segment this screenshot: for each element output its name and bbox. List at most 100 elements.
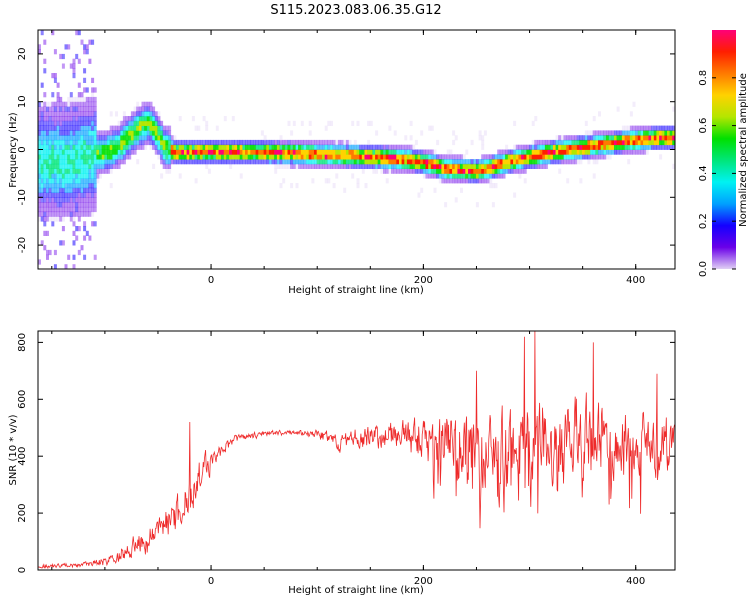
heatmap-cell bbox=[292, 149, 296, 155]
heatmap-cell bbox=[377, 149, 381, 155]
heatmap-cell bbox=[53, 211, 57, 217]
heatmap-cell bbox=[46, 130, 49, 136]
heatmap-cell bbox=[101, 159, 105, 165]
heatmap-cell bbox=[279, 135, 283, 141]
heatmap-cell bbox=[141, 111, 145, 117]
heatmap-cell bbox=[436, 163, 440, 169]
heatmap-cell bbox=[128, 116, 132, 122]
heatmap-cell bbox=[645, 149, 649, 155]
heatmap-cell bbox=[67, 44, 71, 50]
heatmap-cell bbox=[428, 173, 432, 179]
heatmap-cell bbox=[507, 154, 511, 160]
heatmap-cell bbox=[72, 183, 76, 189]
heatmap-cell bbox=[284, 159, 288, 165]
heatmap-cell bbox=[430, 154, 434, 160]
heatmap-cell bbox=[563, 135, 567, 141]
heatmap-cell bbox=[308, 130, 312, 136]
heatmap-cell bbox=[234, 149, 238, 155]
heatmap-cell bbox=[619, 144, 623, 150]
heatmap-cell bbox=[475, 173, 479, 179]
heatmap-cell bbox=[571, 154, 575, 160]
heatmap-cell bbox=[115, 163, 118, 169]
heatmap-cell bbox=[38, 116, 41, 122]
heatmap-cell bbox=[48, 125, 52, 131]
heatmap-cell bbox=[229, 149, 233, 155]
heatmap-cell bbox=[327, 144, 331, 150]
heatmap-cell bbox=[80, 96, 84, 103]
heatmap-cell bbox=[364, 154, 368, 160]
heatmap-cell bbox=[115, 111, 118, 117]
heatmap-cell bbox=[385, 149, 389, 155]
heatmap-cell bbox=[287, 149, 291, 155]
heatmap-cell bbox=[579, 139, 583, 146]
heatmap-cell bbox=[125, 116, 129, 122]
heatmap-cell bbox=[491, 163, 495, 169]
heatmap-cell bbox=[364, 144, 368, 150]
heatmap-cell bbox=[332, 154, 336, 160]
heatmap-cell bbox=[93, 125, 97, 131]
heatmap-cell bbox=[343, 139, 347, 146]
heatmap-cell bbox=[637, 130, 641, 136]
heatmap-cell bbox=[109, 168, 113, 174]
heatmap-cell bbox=[199, 154, 203, 160]
heatmap-cell bbox=[499, 149, 503, 155]
heatmap-cell bbox=[369, 163, 373, 169]
heatmap-cell bbox=[287, 144, 291, 150]
heatmap-cell bbox=[330, 139, 333, 146]
heatmap-cell bbox=[260, 130, 264, 136]
heatmap-cell bbox=[369, 149, 373, 155]
heatmap-cell bbox=[608, 144, 612, 150]
heatmap-cell bbox=[91, 187, 95, 193]
heatmap-cell bbox=[417, 168, 421, 174]
heatmap-cell bbox=[130, 120, 134, 126]
heatmap-cell bbox=[144, 111, 148, 117]
heatmap-cell bbox=[640, 125, 644, 131]
heatmap-cell bbox=[72, 264, 76, 269]
heatmap-cell bbox=[178, 149, 182, 155]
heatmap-cell bbox=[470, 159, 474, 165]
heatmap-cell bbox=[83, 206, 87, 213]
heatmap-cell bbox=[513, 120, 517, 126]
heatmap-cell bbox=[282, 159, 286, 165]
heatmap-cell bbox=[237, 154, 241, 160]
heatmap-cell bbox=[69, 216, 73, 222]
heatmap-cell bbox=[645, 130, 649, 136]
heatmap-cell bbox=[271, 139, 275, 146]
heatmap-cell bbox=[667, 135, 670, 141]
heatmap-cell bbox=[531, 163, 535, 169]
heatmap-cell bbox=[340, 139, 344, 146]
heatmap-cell bbox=[136, 111, 140, 117]
colorbar-tick-label: 0.4 bbox=[698, 165, 709, 181]
heatmap-cell bbox=[534, 154, 538, 160]
heatmap-cell bbox=[295, 163, 299, 169]
heatmap-cell bbox=[430, 149, 434, 155]
heatmap-cell bbox=[584, 149, 588, 155]
heatmap-cell bbox=[446, 159, 450, 165]
heatmap-cell bbox=[306, 154, 310, 160]
heatmap-cell bbox=[51, 139, 55, 146]
heatmap-cell bbox=[446, 173, 450, 179]
heatmap-cell bbox=[69, 106, 73, 112]
heatmap-cell bbox=[43, 39, 47, 45]
heatmap-cell bbox=[91, 202, 95, 208]
heatmap-cell bbox=[452, 173, 456, 179]
heatmap-cell bbox=[531, 149, 535, 155]
heatmap-cell bbox=[136, 144, 140, 150]
heatmap-cell bbox=[635, 130, 639, 136]
heatmap-cell bbox=[149, 135, 153, 141]
heatmap-cell bbox=[372, 144, 376, 150]
heatmap-cell bbox=[197, 149, 201, 155]
heatmap-cell bbox=[133, 120, 137, 126]
heatmap-cell bbox=[38, 159, 41, 165]
heatmap-cell bbox=[489, 173, 493, 179]
heatmap-cell bbox=[43, 125, 47, 131]
heatmap-cell bbox=[160, 135, 164, 141]
heatmap-cell bbox=[99, 159, 102, 165]
heatmap-cell bbox=[595, 135, 599, 141]
heatmap-cell bbox=[83, 120, 87, 126]
heatmap-cell bbox=[640, 139, 644, 146]
heatmap-cell bbox=[441, 178, 445, 184]
heatmap-cell bbox=[568, 154, 572, 160]
colorbar-tick-label: 0.0 bbox=[698, 261, 709, 277]
heatmap-cell bbox=[61, 120, 65, 126]
